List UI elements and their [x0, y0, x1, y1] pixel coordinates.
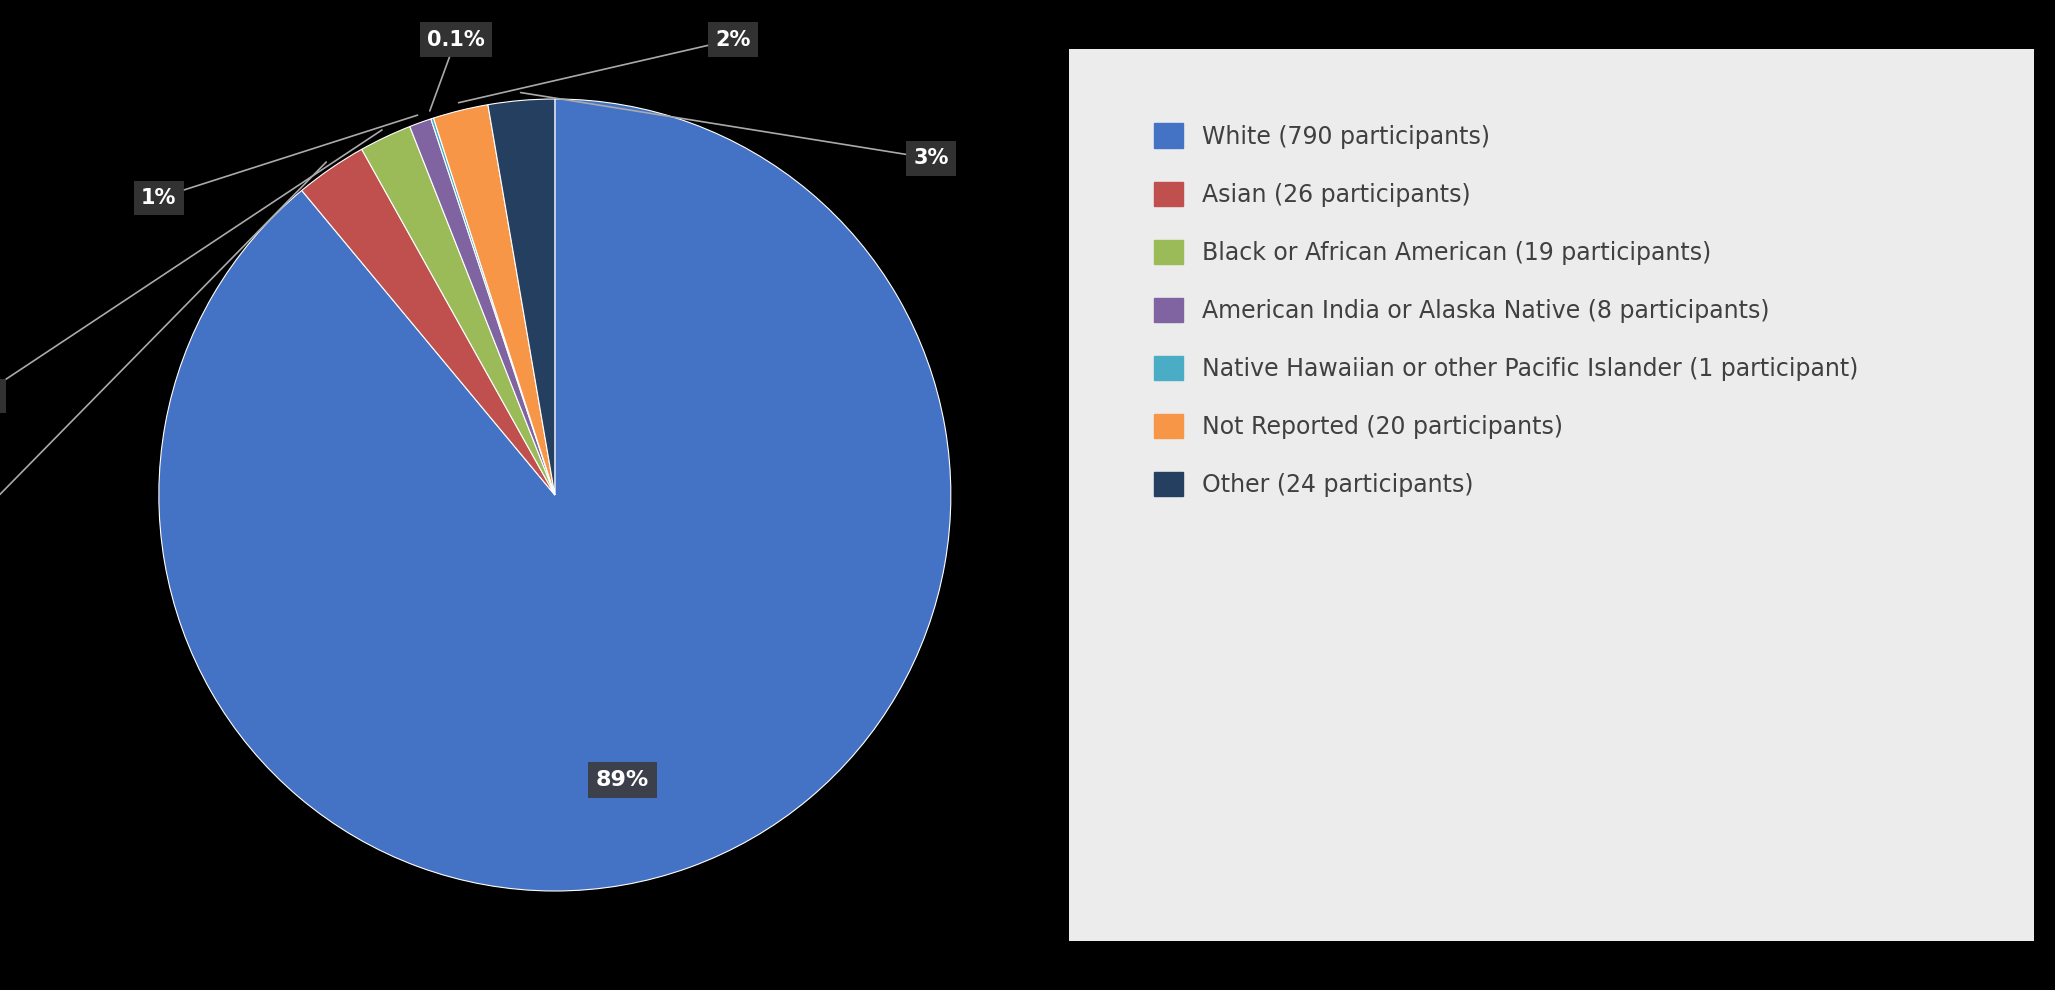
Text: 2%: 2%	[458, 30, 750, 103]
Text: 3%: 3%	[520, 92, 949, 168]
Text: 0.1%: 0.1%	[427, 30, 485, 111]
Text: 89%: 89%	[596, 770, 649, 790]
Wedge shape	[302, 149, 555, 495]
Wedge shape	[434, 105, 555, 495]
Wedge shape	[487, 99, 555, 495]
Text: 2%: 2%	[0, 130, 382, 406]
Wedge shape	[409, 119, 555, 495]
Wedge shape	[158, 99, 951, 891]
Wedge shape	[432, 118, 555, 495]
Legend: White (790 participants), Asian (26 participants), Black or African American (19: White (790 participants), Asian (26 part…	[1120, 88, 1893, 533]
Text: 3%: 3%	[0, 162, 327, 564]
Text: 1%: 1%	[142, 115, 417, 208]
Wedge shape	[362, 127, 555, 495]
